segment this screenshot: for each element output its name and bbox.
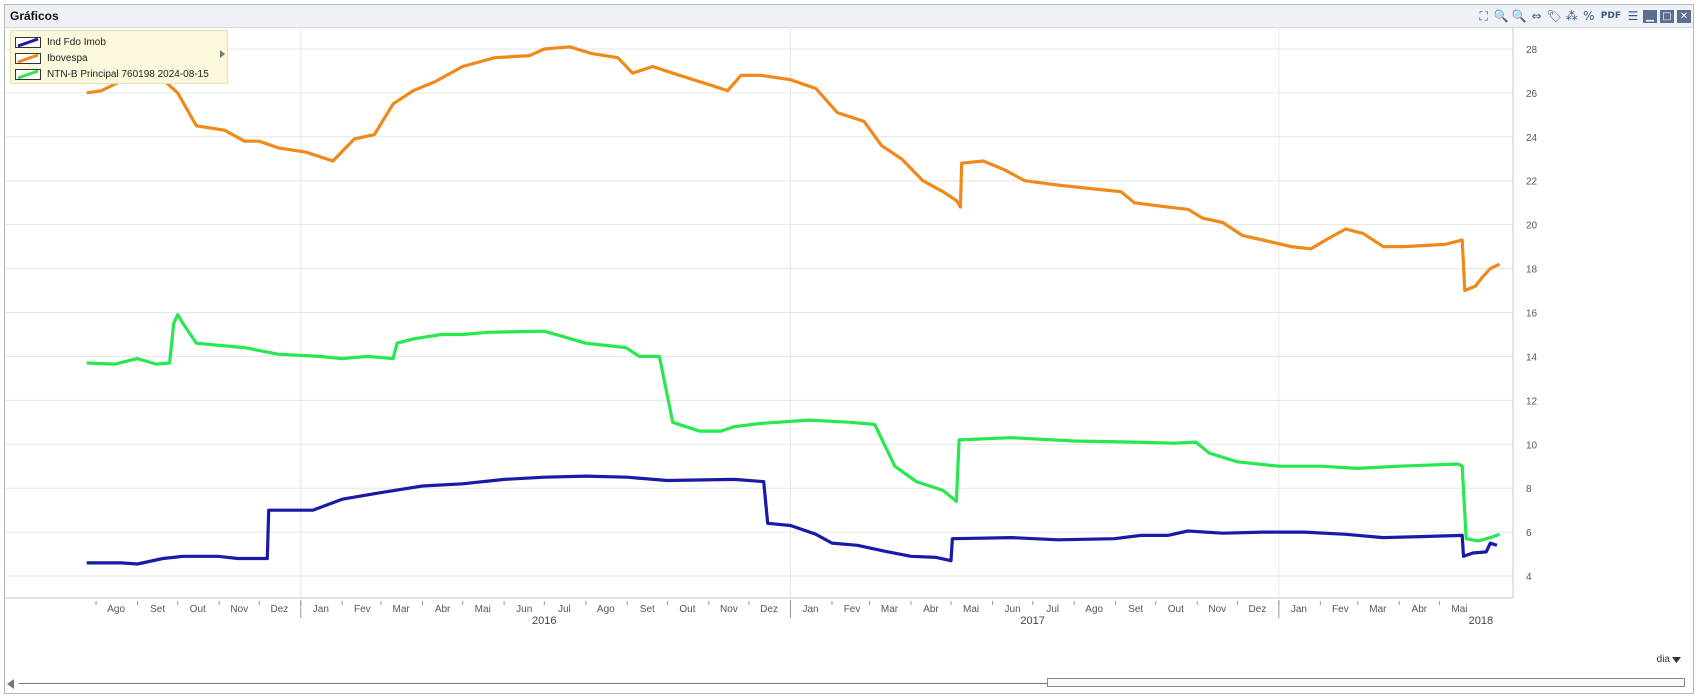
period-selector[interactable]: dia: [1657, 654, 1681, 665]
x-tick-label: Abr: [923, 604, 939, 615]
y-tick-label: 18: [1526, 265, 1538, 276]
x-tick-label: Out: [679, 604, 695, 615]
y-tick-label: 14: [1526, 352, 1538, 363]
series-line: [86, 313, 1501, 543]
x-tick-label: Dez: [760, 604, 778, 615]
x-tick-label: Fev: [1332, 604, 1349, 615]
y-tick-label: 22: [1526, 177, 1538, 188]
chart-toolbar: ⛶ 🔍 🔍 ⇔ 🏷 ⁂% PDF ☰ ▁ □ ✕: [1477, 7, 1691, 25]
window-title: Gráficos: [10, 9, 59, 23]
x-tick-label: Out: [190, 604, 206, 615]
x-tick-label: Out: [1168, 604, 1184, 615]
x-tick-label: Mar: [1369, 604, 1387, 615]
tag-icon[interactable]: 🏷: [1546, 9, 1562, 23]
legend-label: Ind Fdo Imob: [47, 36, 106, 48]
x-tick-label: Fev: [844, 604, 861, 615]
legend-item[interactable]: NTN-B Principal 760198 2024-08-15: [15, 66, 209, 82]
title-bar: Gráficos ⛶ 🔍 🔍 ⇔ 🏷 ⁂% PDF ☰ ▁ □ ✕: [5, 5, 1693, 28]
pan-icon[interactable]: ⇔: [1531, 9, 1542, 23]
x-tick-label: Jun: [1005, 604, 1021, 615]
x-tick-label: Set: [150, 604, 165, 615]
x-tick-label: Jul: [558, 604, 571, 615]
x-tick-label: Nov: [1208, 604, 1226, 615]
chart-window: Gráficos ⛶ 🔍 🔍 ⇔ 🏷 ⁂% PDF ☰ ▁ □ ✕ 4 6 8 10 12 14 16 18 20 2…: [4, 4, 1694, 694]
horizontal-scrollbar[interactable]: [5, 677, 1693, 689]
x-tick-label: Jan: [1291, 604, 1307, 615]
x-tick-label: Jul: [1046, 604, 1059, 615]
legend-item[interactable]: Ibovespa: [15, 50, 88, 66]
x-tick-label: Dez: [1249, 604, 1267, 615]
legend-swatch: [15, 52, 41, 64]
x-tick-label: Mai: [475, 604, 491, 615]
pdf-icon[interactable]: PDF: [1600, 11, 1621, 21]
scroll-track: [19, 683, 1679, 684]
x-tick-label: Nov: [720, 604, 738, 615]
series-line: [86, 45, 1501, 293]
x-tick-label: Dez: [270, 604, 288, 615]
grid: [5, 27, 1513, 598]
y-tick-label: 8: [1526, 484, 1532, 495]
chevron-down-icon: [1672, 656, 1681, 663]
x-tick-label: Jun: [516, 604, 532, 615]
expand-icon[interactable]: ⛶: [1479, 8, 1488, 23]
x-tick-label: Mar: [393, 604, 411, 615]
axes: 4 6 8 10 12 14 16 18 20 22 24 26 28 Ago Set Out Nov Dez Ja…: [5, 27, 1538, 627]
x-tick-label: Jan: [313, 604, 329, 615]
zoom-out-icon[interactable]: 🔍: [1511, 9, 1527, 23]
x-tick-label: Ago: [597, 604, 615, 615]
legend: Ind Fdo Imob Ibovespa NTN-B Principal 7601…: [10, 30, 228, 84]
scroll-left-icon[interactable]: [7, 679, 14, 689]
legend-swatch: [15, 36, 41, 48]
y-tick-label: 20: [1526, 221, 1538, 232]
year-label: 2018: [1469, 615, 1493, 627]
legend-swatch: [15, 68, 41, 80]
line-chart[interactable]: 4 6 8 10 12 14 16 18 20 22 24 26 28 Ago Set Out Nov Dez Ja…: [5, 5, 1693, 695]
y-tick-label: 28: [1526, 45, 1538, 56]
x-tick-label: Mai: [1451, 604, 1467, 615]
y-tick-label: 6: [1526, 528, 1532, 539]
x-tick-label: Abr: [1412, 604, 1428, 615]
chart-type-icon[interactable]: ⁂: [1565, 9, 1578, 23]
x-tick-label: Mar: [881, 604, 899, 615]
x-tick-label: Set: [1128, 604, 1143, 615]
x-tick-label: Set: [640, 604, 655, 615]
x-tick-label: Ago: [107, 604, 125, 615]
x-tick-label: Nov: [230, 604, 248, 615]
year-label: 2017: [1020, 615, 1044, 627]
series-line: [86, 474, 1498, 566]
y-tick-label: 10: [1526, 440, 1538, 451]
y-tick-label: 4: [1526, 572, 1532, 583]
x-tick-label: Ago: [1085, 604, 1103, 615]
year-label: 2016: [532, 615, 556, 627]
x-tick-label: Mai: [963, 604, 979, 615]
scroll-thumb[interactable]: [1047, 678, 1685, 687]
menu-icon[interactable]: ☰: [1627, 9, 1639, 23]
x-tick-label: Abr: [435, 604, 451, 615]
minimize-icon[interactable]: ▁: [1643, 9, 1657, 23]
legend-label: NTN-B Principal 760198 2024-08-15: [47, 68, 209, 80]
x-tick-label: Jan: [802, 604, 818, 615]
close-icon[interactable]: ✕: [1677, 9, 1691, 23]
y-tick-label: 12: [1526, 396, 1538, 407]
legend-item[interactable]: Ind Fdo Imob: [15, 34, 106, 50]
period-label: dia: [1656, 654, 1670, 665]
percent-icon[interactable]: %: [1583, 9, 1595, 23]
legend-label: Ibovespa: [47, 52, 88, 64]
y-tick-label: 24: [1526, 133, 1538, 144]
series-layer: [86, 45, 1501, 566]
zoom-in-icon[interactable]: 🔍: [1493, 9, 1509, 23]
y-tick-label: 16: [1526, 309, 1538, 320]
y-tick-label: 26: [1526, 89, 1538, 100]
legend-expand-icon[interactable]: [220, 50, 225, 58]
x-tick-label: Fev: [354, 604, 371, 615]
maximize-icon[interactable]: □: [1660, 9, 1674, 23]
